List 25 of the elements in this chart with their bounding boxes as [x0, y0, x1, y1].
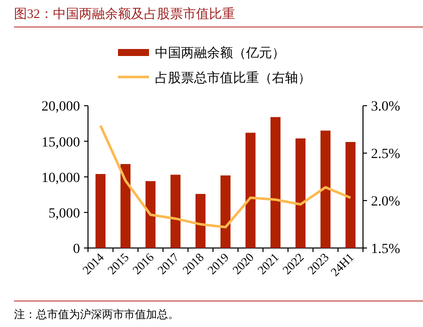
y-tick-label: 0 [73, 242, 80, 257]
bar [146, 181, 156, 248]
y2-tick-label: 1.5% [371, 242, 400, 257]
bar [96, 174, 106, 248]
legend-label: 占股票总市值比重（右轴） [155, 70, 311, 85]
bar [296, 138, 306, 248]
bar [196, 194, 206, 248]
bar [220, 175, 230, 248]
line-series [99, 124, 352, 228]
bar [270, 117, 280, 248]
y-tick-label: 5,000 [48, 206, 80, 222]
y-tick-label: 20,000 [42, 100, 80, 115]
y-tick-label: 10,000 [42, 170, 80, 186]
bar [120, 164, 130, 248]
bar [246, 132, 256, 248]
bar [170, 174, 180, 248]
y-tick-label: 15,000 [42, 135, 80, 150]
legend-label: 中国两融余额（亿元） [155, 45, 285, 60]
y2-tick-label: 3.0% [371, 100, 400, 115]
y2-tick-label: 2.5% [371, 147, 400, 162]
bar [346, 142, 356, 248]
y2-tick-label: 2.0% [371, 194, 400, 210]
chart-title: 图32：中国两融余额及占股票市值比重 [14, 6, 235, 21]
text: 注：总市值为沪深两市市值加总。 [14, 308, 179, 321]
bar [320, 130, 330, 248]
